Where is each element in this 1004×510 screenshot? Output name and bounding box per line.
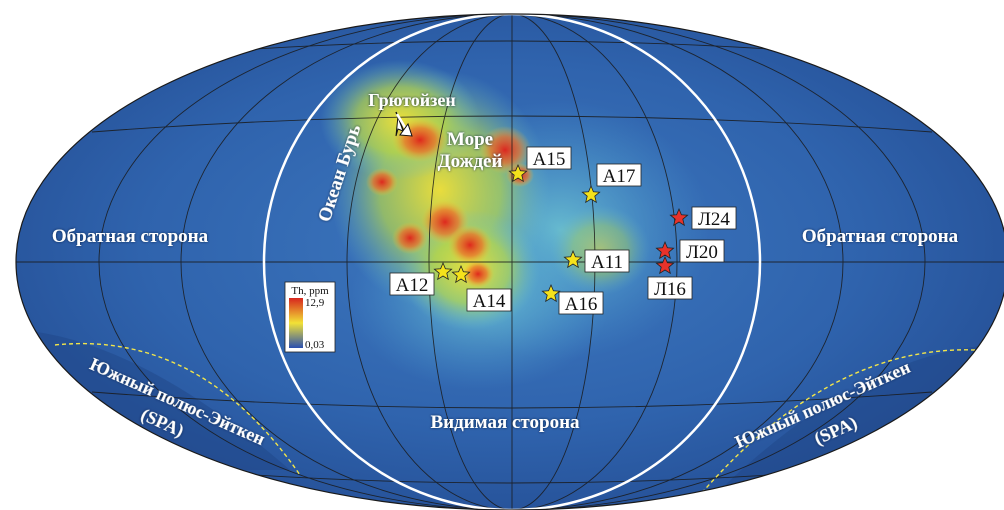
hotspot [479,126,531,174]
site-label-a12: A12 [389,272,435,296]
site-label-l24: Л24 [691,206,737,230]
site-label-a16: A16 [558,291,604,315]
site-label-a14: A14 [466,288,512,312]
spa-outline-right [699,349,976,496]
site-label-l16: Л16 [647,276,693,300]
spa-outline-left [54,342,301,476]
star-Л16 [655,255,675,275]
label-mare-line2: Дождей [438,151,503,172]
site-label-a11: A11 [584,249,630,273]
near-side-boundary [262,14,762,510]
legend-min: 0,03 [305,339,325,351]
star-A17 [581,184,601,204]
thorium-legend: Th, ppm 12,9 0,03 [284,281,336,353]
gruithuisen-arrow [395,111,413,137]
hotspot [392,222,428,254]
star-Л24 [669,207,689,227]
label-far-side-left: Обратная сторона [52,226,209,247]
legend-title: Th, ppm [291,285,329,297]
label-gruithuisen: Грютойзен [368,90,455,110]
label-near-side: Видимая сторона [430,412,580,433]
graticule [16,14,1004,510]
map-outline [15,13,1004,510]
site-name: Л20 [686,242,718,263]
site-name: A11 [591,252,623,273]
site-label-l20: Л20 [679,239,725,263]
landing-site-stars [433,163,689,303]
site-name: A14 [473,291,506,312]
site-name: A16 [565,294,598,315]
label-far-side-right: Обратная сторона [802,226,959,247]
site-name: Л16 [654,279,686,300]
site-name: A15 [533,149,566,170]
site-name: A12 [396,275,429,296]
site-label-a17: A17 [596,163,642,187]
hotspot [462,260,494,288]
site-name: Л24 [698,209,730,230]
star-Л20 [655,240,675,260]
star-A15 [508,163,528,183]
legend-colorbar [289,298,303,348]
label-mare-line1: Море [447,129,493,150]
legend-max: 12,9 [305,297,325,309]
site-name: A17 [603,166,636,187]
star-A12 [433,261,453,281]
hotspot [448,225,492,265]
site-label-a15: A15 [526,146,572,170]
star-A14 [451,264,471,284]
star-A16 [541,283,561,303]
hotspot [366,168,398,196]
star-A11 [563,249,583,269]
